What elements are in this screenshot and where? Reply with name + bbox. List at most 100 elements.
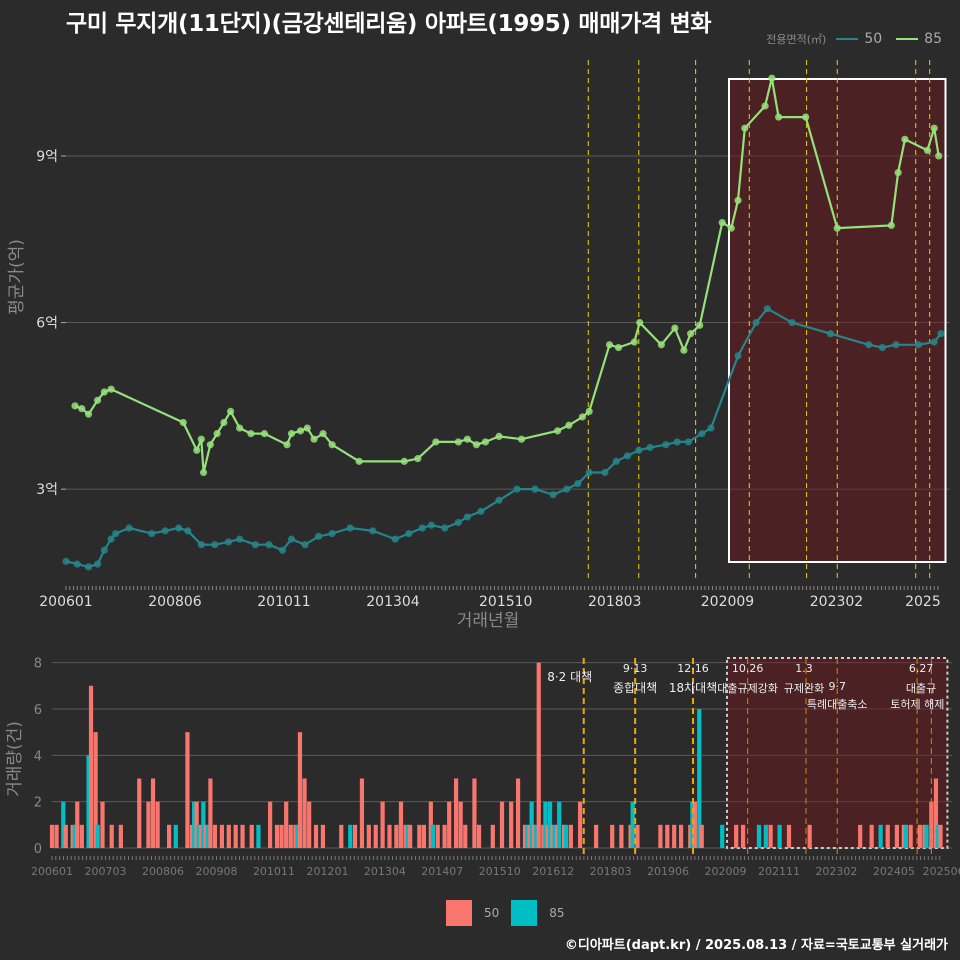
x-tick-label: 201011	[253, 865, 295, 878]
bar-50	[869, 824, 874, 848]
bar-85	[205, 824, 211, 848]
data-point-85	[100, 388, 108, 396]
data-point-50	[892, 341, 900, 349]
data-point-85	[328, 441, 336, 449]
policy-date: 9·7	[828, 680, 846, 693]
bar-50	[453, 778, 459, 848]
bar-50	[166, 824, 172, 848]
data-point-85	[671, 324, 679, 332]
data-point-50	[328, 529, 336, 538]
data-point-50	[184, 527, 192, 535]
bar-85	[534, 824, 539, 848]
data-point-85	[585, 407, 593, 416]
data-point-85	[414, 455, 422, 463]
bar-50	[54, 824, 59, 848]
bar-50	[387, 824, 392, 848]
bar-50	[658, 824, 663, 848]
bar-85	[924, 824, 929, 848]
data-point-50	[454, 518, 462, 527]
data-point-85	[833, 224, 841, 232]
policy-label: 종합대책	[613, 680, 657, 695]
bar-50	[933, 778, 939, 848]
data-point-85	[206, 441, 214, 449]
bar-legend-swatch-85	[511, 900, 538, 926]
bar-50	[79, 824, 84, 848]
y-tick-label: 3억	[36, 482, 58, 498]
data-point-50	[788, 318, 796, 327]
data-point-50	[314, 532, 323, 540]
x-tick-label: 200601	[31, 865, 73, 878]
bar-50	[536, 662, 541, 848]
data-point-50	[826, 330, 835, 338]
data-point-85	[400, 457, 408, 465]
bar-50	[274, 824, 280, 848]
bar-50	[568, 824, 573, 848]
bar-50	[240, 824, 245, 848]
bar-50	[93, 732, 98, 848]
data-point-50	[684, 438, 693, 446]
data-point-85	[495, 432, 503, 440]
bar-50	[515, 778, 521, 848]
data-point-50	[301, 541, 309, 549]
bar-85	[878, 824, 883, 848]
data-point-50	[601, 468, 609, 477]
bar-85	[201, 801, 206, 848]
bar-50	[359, 778, 365, 848]
bar-85	[563, 824, 569, 848]
x-tick-label: 202009	[704, 865, 746, 878]
data-point-85	[761, 102, 769, 110]
bar-legend-label-85: 85	[549, 906, 565, 920]
bar-50	[137, 778, 142, 848]
policy-label: 규제완화	[784, 682, 824, 695]
bar-50	[313, 824, 319, 848]
data-point-50	[107, 535, 115, 543]
bar-50	[279, 824, 284, 848]
data-point-85	[236, 424, 244, 432]
bar-50	[768, 824, 773, 848]
data-point-50	[662, 441, 670, 449]
bar-50	[463, 824, 468, 848]
data-point-50	[73, 560, 81, 568]
bar-50	[421, 824, 427, 848]
bar-50	[929, 801, 934, 848]
bar-50	[458, 801, 463, 848]
data-point-85	[901, 135, 909, 143]
bar-85	[903, 824, 908, 848]
bar-85	[697, 708, 702, 848]
price-chart: 3억 6억 9억 200601 200806 201011 201304 201510 2018…	[7, 60, 950, 631]
data-point-85	[680, 346, 688, 354]
bar-50	[380, 801, 385, 848]
data-point-50	[646, 443, 654, 452]
bar-50	[417, 824, 422, 848]
data-point-50	[287, 535, 296, 543]
bar-50	[320, 824, 326, 848]
bar-85	[196, 824, 201, 848]
bar-85	[95, 824, 100, 848]
y-tick-label: 8	[34, 657, 42, 672]
x-tick-label: 2025	[905, 594, 941, 610]
volume-chart: 0 2 4 6 8 8·2 대책 9·13 종합대책 12·16 18차대책 10.26 대출규제강화…	[5, 657, 960, 878]
data-point-50	[112, 529, 120, 538]
data-point-85	[741, 124, 749, 132]
data-point-85	[227, 407, 235, 416]
policy-date: 12·16	[677, 662, 709, 675]
bar-50	[302, 778, 307, 848]
data-point-85	[687, 330, 695, 338]
data-point-50	[427, 521, 435, 529]
bar-50	[938, 824, 943, 848]
x-tick-label: 201612	[532, 865, 574, 878]
data-point-50	[937, 330, 945, 338]
bar-85	[630, 801, 635, 848]
data-point-50	[531, 485, 539, 493]
bar-legend-swatch-50	[446, 900, 472, 926]
x-tick-label: 201201	[307, 865, 349, 878]
policy-date: 9·13	[623, 662, 648, 675]
data-point-50	[93, 560, 102, 568]
bar-50	[577, 801, 583, 848]
data-point-50	[574, 479, 582, 488]
bar-85	[430, 824, 436, 848]
bar-50	[194, 801, 199, 848]
data-point-50	[265, 541, 273, 549]
data-point-50	[224, 538, 232, 546]
data-point-85	[283, 441, 291, 449]
